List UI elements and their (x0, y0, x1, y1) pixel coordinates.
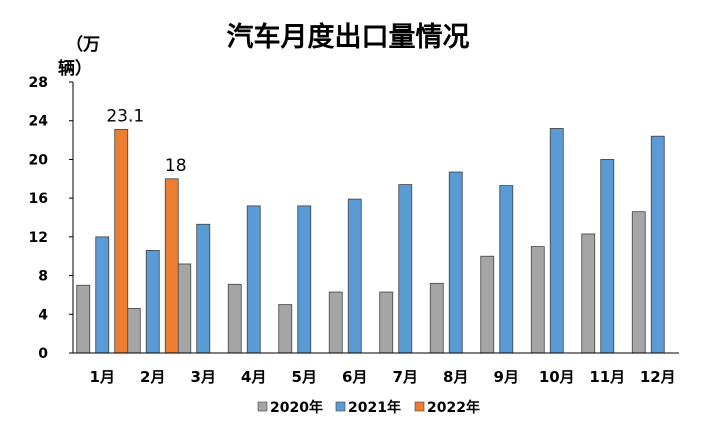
bar-2022年-2月 (164, 178, 179, 354)
data-label: 23.1 (106, 106, 144, 126)
bar-2021年-3月 (196, 223, 211, 354)
y-axis-unit-line1: （万 (66, 34, 100, 55)
legend-swatch-2020年 (257, 401, 268, 412)
legend-label: 2022年 (427, 399, 480, 416)
legend-swatch-2022年 (414, 401, 425, 412)
bar-2020年-9月 (480, 255, 495, 354)
bar-2020年-5月 (278, 304, 293, 354)
bar-2020年-8月 (429, 282, 444, 354)
bars (76, 128, 665, 354)
y-tick-label: 12 (29, 230, 48, 246)
x-axis-ticks: 1月 2月 3月 4月 5月 6月 7月 8月 9月 10月 11月 12月 (90, 368, 676, 386)
x-tick-label: 3月 (191, 368, 216, 386)
x-tick-label: 5月 (292, 368, 317, 386)
x-tick-label: 4月 (241, 368, 266, 386)
x-tick-label: 11月 (589, 368, 625, 386)
x-tick-label: 9月 (494, 368, 519, 386)
y-tick-label: 16 (29, 191, 48, 207)
y-tick-label: 4 (38, 307, 48, 323)
y-axis-ticks: 0 4 8 12 16 20 24 28 (29, 75, 73, 362)
bar-2021年-1月 (95, 236, 110, 354)
bar-2020年-11月 (581, 233, 596, 354)
x-tick-label: 2月 (140, 368, 165, 386)
bar-2021年-12月 (650, 135, 665, 354)
bar-2020年-7月 (379, 291, 394, 354)
bar-2021年-11月 (600, 159, 615, 354)
legend-swatch-2021年 (335, 401, 346, 412)
data-label: 18 (165, 156, 187, 176)
legend-label: 2021年 (348, 399, 401, 416)
x-tick-label: 8月 (443, 368, 468, 386)
bar-2020年-4月 (227, 283, 242, 354)
x-tick-label: 12月 (640, 368, 676, 386)
y-tick-label: 0 (38, 346, 48, 362)
bar-2021年-4月 (246, 205, 261, 354)
bar-2021年-7月 (398, 184, 413, 354)
y-tick-label: 8 (38, 269, 48, 285)
x-tick-label: 7月 (393, 368, 418, 386)
x-tick-label: 6月 (342, 368, 367, 386)
bar-2022年-1月 (114, 129, 129, 354)
y-tick-label: 20 (29, 152, 49, 168)
bar-2021年-10月 (549, 128, 564, 354)
data-labels: 23.1 18 (106, 106, 186, 175)
chart-title: 汽车月度出口量情况 (227, 21, 470, 53)
bar-2021年-2月 (145, 250, 160, 354)
bar-2021年-5月 (297, 205, 312, 354)
legend-label: 2020年 (270, 399, 323, 416)
bar-2020年-10月 (530, 246, 545, 354)
bar-2020年-3月 (177, 263, 192, 354)
y-tick-label: 24 (29, 114, 49, 130)
bar-2021年-8月 (448, 171, 463, 354)
y-axis-unit-line2: 辆） (58, 58, 92, 79)
bar-2021年-9月 (499, 185, 514, 354)
bar-2020年-12月 (631, 211, 646, 354)
bar-2020年-2月 (126, 308, 141, 354)
bar-2020年-6月 (328, 291, 343, 354)
legend: 2020年 2021年 2022年 (257, 399, 480, 416)
bar-2021年-6月 (347, 198, 362, 354)
y-tick-label: 28 (29, 75, 48, 91)
x-tick-label: 1月 (90, 368, 115, 386)
x-tick-label: 10月 (539, 368, 575, 386)
bar-2020年-1月 (76, 284, 91, 354)
